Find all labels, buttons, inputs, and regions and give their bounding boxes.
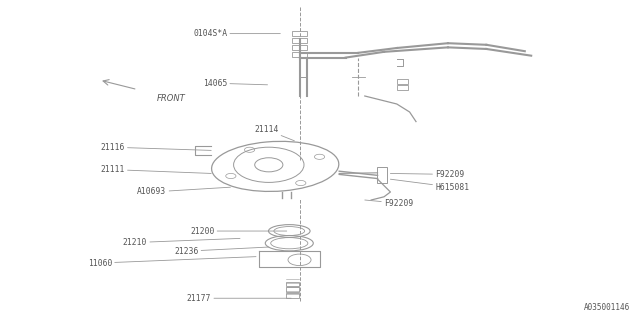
Bar <box>286 293 299 298</box>
Text: A035001146: A035001146 <box>584 303 630 312</box>
Text: 21116: 21116 <box>100 143 211 152</box>
Bar <box>397 79 408 84</box>
Text: 21236: 21236 <box>174 247 269 256</box>
Bar <box>286 287 299 292</box>
Bar <box>286 282 299 286</box>
Bar <box>292 52 307 57</box>
Text: 0104S*A: 0104S*A <box>193 29 280 38</box>
Text: A10693: A10693 <box>137 187 230 196</box>
Bar <box>377 167 387 183</box>
Text: F92209: F92209 <box>390 170 465 179</box>
Text: FRONT: FRONT <box>157 94 186 103</box>
Text: 14065: 14065 <box>203 79 268 88</box>
Text: 21114: 21114 <box>254 125 294 141</box>
Bar <box>292 45 307 50</box>
Text: H615081: H615081 <box>390 179 469 192</box>
Text: 21210: 21210 <box>123 238 240 247</box>
Text: 11060: 11060 <box>88 257 256 268</box>
Text: 21200: 21200 <box>190 227 287 236</box>
Text: F92209: F92209 <box>365 199 413 208</box>
Bar <box>292 31 307 36</box>
Text: 21111: 21111 <box>100 165 211 174</box>
Bar <box>397 85 408 90</box>
Text: 21177: 21177 <box>187 294 291 303</box>
Bar <box>292 38 307 43</box>
